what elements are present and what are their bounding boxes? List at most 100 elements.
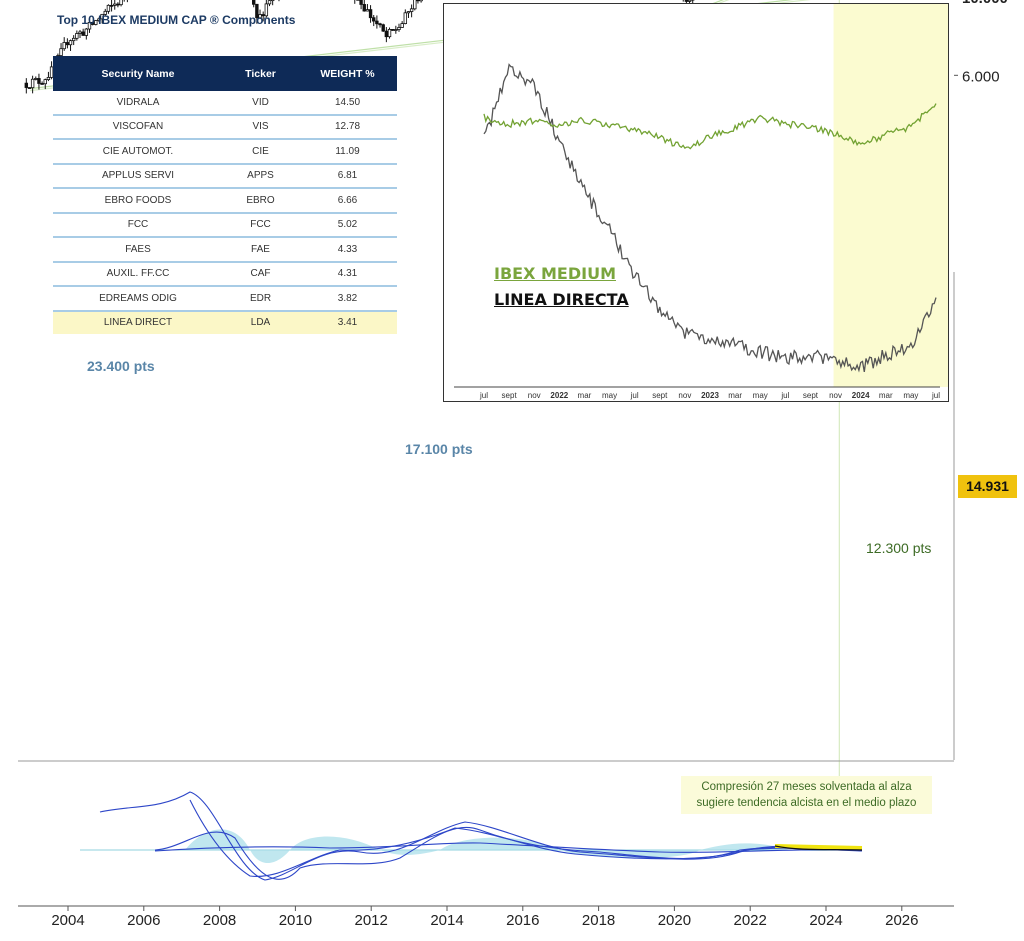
candle-body — [406, 11, 411, 14]
table-row: EDREAMS ODIG EDR 3.82 — [53, 286, 397, 312]
candle-body — [116, 3, 120, 6]
candle-body — [30, 78, 35, 89]
inset-x-tick-label: may — [753, 391, 768, 400]
security-name-cell: LINEA DIRECT — [53, 310, 223, 334]
peak-2015-label: 17.100 pts — [405, 441, 473, 457]
oscillator-line — [99, 791, 863, 881]
candle-body — [40, 83, 44, 85]
x-tick-label: 2004 — [51, 912, 84, 929]
candle-body — [390, 29, 395, 31]
x-tick-label: 2012 — [355, 912, 388, 929]
ticker-cell: FAE — [223, 237, 298, 263]
candle-body — [413, 0, 417, 10]
candle-body — [62, 42, 66, 50]
table-row: EBRO FOODS EBRO 6.66 — [53, 188, 397, 214]
column-header-weight: WEIGHT % — [298, 56, 397, 91]
legend-ibex-medium: IBEX MEDIUM — [494, 264, 616, 283]
candle-body — [43, 79, 47, 85]
y-tick-label: 6.000 — [962, 68, 1000, 85]
x-tick-label: 2024 — [809, 912, 842, 929]
oscillator-highlight — [774, 844, 863, 850]
candle-body — [362, 4, 366, 12]
weight-cell: 6.66 — [298, 188, 397, 214]
candle-body — [261, 14, 265, 17]
candle-body — [372, 17, 376, 22]
column-header-ticker: Ticker — [223, 56, 298, 91]
candle-body — [109, 4, 114, 7]
candle-body — [49, 66, 54, 78]
inset-comparison-chart: jul sept nov 2022 mar may jul sept nov 2023 mar may… — [443, 3, 949, 402]
candle-body — [252, 0, 256, 5]
candle-body — [378, 23, 382, 26]
candle-body — [419, 0, 423, 2]
inset-x-tick-label: may — [602, 391, 617, 400]
candle-body — [368, 9, 373, 19]
candle-body — [119, 0, 123, 6]
weight-cell: 6.81 — [298, 163, 397, 189]
candle-body — [87, 21, 92, 30]
inset-x-tick-label: jul — [479, 391, 488, 400]
ticker-cell: EBRO — [223, 188, 298, 214]
inset-highlight-region — [833, 4, 948, 387]
candle-body — [381, 24, 385, 32]
candle-body — [264, 3, 269, 17]
candlestick-series — [24, 0, 695, 94]
weight-cell: 4.31 — [298, 261, 397, 287]
chart-axes: 30.00020.00010.0006.00020042006200820102… — [18, 0, 1008, 929]
compression-note: Compresión 27 meses solventada al alza s… — [681, 776, 932, 814]
x-tick-label: 2006 — [127, 912, 160, 929]
candle-body — [397, 27, 401, 30]
candle-body — [365, 9, 370, 12]
candle-body — [27, 87, 32, 89]
weight-cell: 5.02 — [298, 212, 397, 238]
candle-body — [65, 42, 70, 46]
candle-body — [255, 3, 259, 19]
oscillator-line — [774, 845, 863, 851]
candle-body — [103, 10, 107, 15]
inset-x-tick-label: may — [903, 391, 918, 400]
oscillator-line — [154, 842, 863, 853]
table-row: FCC FCC 5.02 — [53, 212, 397, 238]
inset-x-tick-label: 2023 — [701, 391, 719, 400]
ticker-cell: EDR — [223, 286, 298, 312]
support-label: 12.300 pts — [866, 540, 932, 556]
compression-note-line2: sugiere tendencia alcista en el medio pl… — [696, 797, 917, 809]
ticker-cell: VID — [223, 91, 298, 116]
candle-body — [84, 28, 89, 36]
candle-body — [270, 0, 275, 2]
compression-note-line1: Compresión 27 meses solventada al alza — [701, 781, 912, 793]
candle-body — [106, 4, 111, 12]
candle-body — [687, 0, 692, 2]
security-name-cell: VIDRALA — [53, 91, 223, 116]
candle-body — [75, 33, 79, 39]
inset-x-tick-label: mar — [578, 391, 592, 400]
inset-x-tick-label: mar — [879, 391, 893, 400]
inset-x-tick-label: 2022 — [550, 391, 568, 400]
candle-body — [409, 8, 414, 12]
table-header-row: Security Name Ticker WEIGHT % — [53, 56, 397, 91]
last-price-tag: 14.931 — [958, 475, 1017, 498]
candle-body — [400, 23, 404, 28]
security-name-cell: VISCOFAN — [53, 114, 223, 140]
column-header-security: Security Name — [53, 56, 223, 91]
security-name-cell: CIE AUTOMOT. — [53, 139, 223, 165]
security-name-cell: EDREAMS ODIG — [53, 286, 223, 312]
oscillator-panel — [80, 791, 863, 881]
ticker-cell: LDA — [223, 310, 298, 334]
x-tick-label: 2014 — [430, 912, 463, 929]
peak-2007-label: 23.400 pts — [87, 358, 155, 374]
weight-cell: 4.33 — [298, 237, 397, 263]
weight-cell: 14.50 — [298, 91, 397, 116]
table-row: FAES FAE 4.33 — [53, 237, 397, 263]
oscillator-line — [189, 799, 863, 877]
security-name-cell: APPLUS SERVI — [53, 163, 223, 189]
inset-x-tick-label: jul — [931, 391, 940, 400]
oscillator-histogram — [185, 829, 862, 864]
candle-body — [81, 31, 85, 36]
table-row: LINEA DIRECT LDA 3.41 — [53, 310, 397, 334]
table-row: CIE AUTOMOT. CIE 11.09 — [53, 139, 397, 165]
legend-linea-directa: LINEA DIRECTA — [494, 290, 629, 309]
candle-body — [416, 0, 420, 2]
weight-cell: 3.82 — [298, 286, 397, 312]
